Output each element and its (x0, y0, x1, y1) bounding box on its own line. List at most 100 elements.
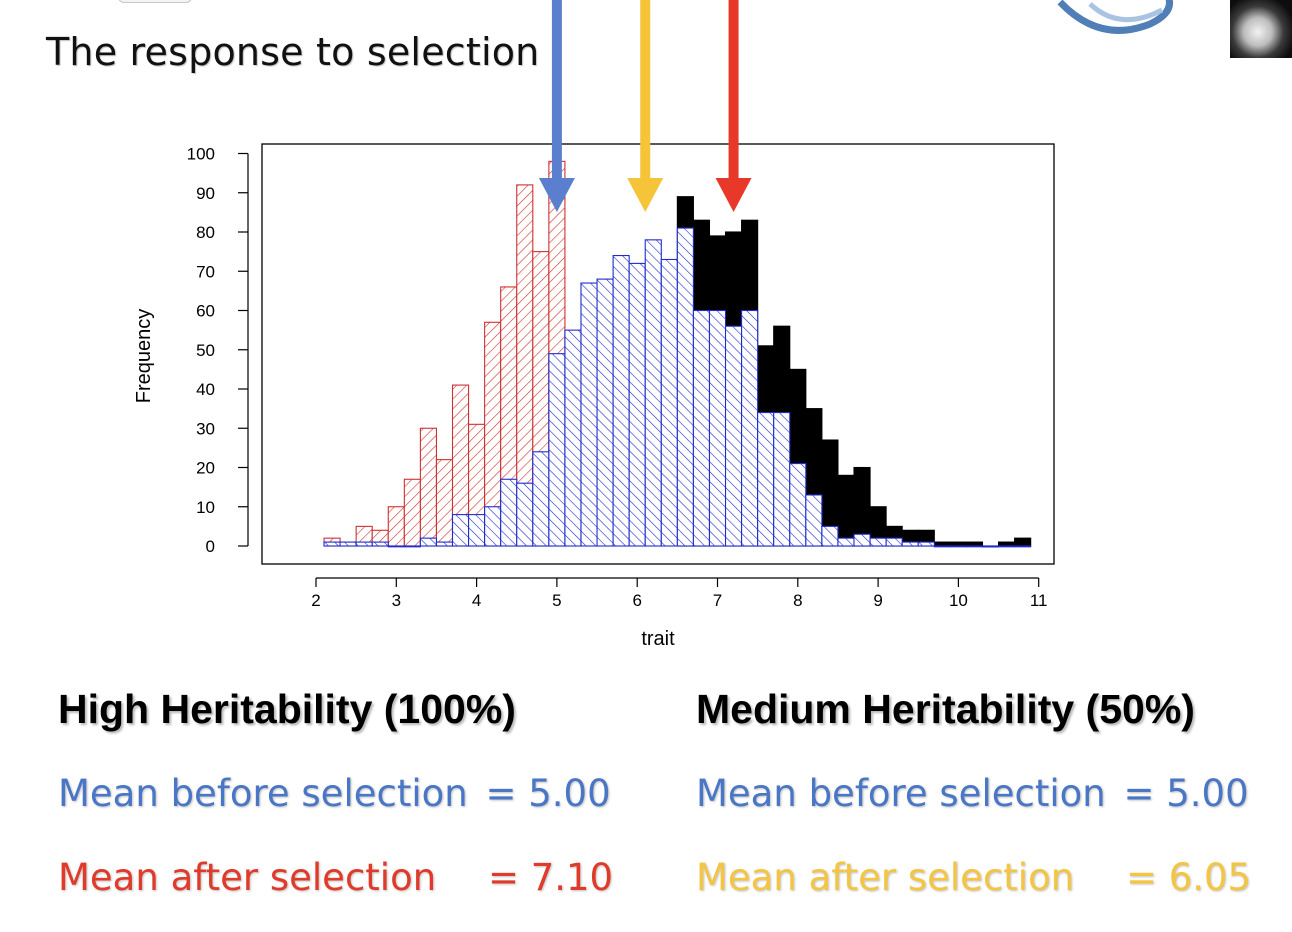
x-tick-label: 5 (552, 591, 561, 610)
x-tick-label: 8 (793, 591, 802, 610)
red-bar (419, 427, 438, 547)
blue-bar (853, 533, 871, 547)
x-tick-label: 6 (632, 591, 641, 610)
y-tick-label: 90 (196, 184, 215, 203)
black-bar (1014, 537, 1032, 547)
y-tick-label: 20 (196, 459, 215, 478)
medium-after-value: = 6.05 (1125, 856, 1252, 899)
blue-bar (965, 545, 984, 548)
x-tick-label: 11 (1030, 591, 1048, 610)
blue-bar (1014, 545, 1032, 548)
blue-bar (901, 541, 919, 547)
red-bar (403, 478, 421, 547)
blue-bar (757, 411, 775, 547)
blue-bar (773, 411, 791, 547)
blue-bar (500, 478, 518, 547)
medium-before-stat: Mean before selection = 5.00 (696, 772, 1249, 815)
blue-bar (387, 545, 405, 548)
blue-bar (339, 541, 357, 547)
y-tick-label: 50 (196, 341, 215, 360)
blue-bar (419, 537, 438, 547)
blue-bar (660, 258, 678, 547)
blue-bar (644, 239, 662, 547)
histogram-chart: 0 10 20 30 40 50 60 70 80 90 100 2 3 4 5 6 7 8 9 10 11 trait… (133, 0, 1055, 650)
blue-bar (933, 545, 951, 548)
y-tick-label: 40 (196, 380, 215, 399)
blue-bar (323, 541, 341, 547)
blue-bar (821, 525, 839, 547)
y-tick-label: 30 (196, 419, 215, 438)
blue-bar (403, 545, 421, 548)
blue-bar (981, 545, 1000, 548)
x-tick-label: 2 (311, 591, 320, 610)
y-axis-label: Frequency (133, 309, 155, 404)
y-tick-label: 10 (196, 498, 215, 517)
blue-histogram (323, 227, 1032, 548)
black-bar (965, 541, 984, 547)
plot-box (261, 143, 1055, 565)
y-tick-label: 0 (206, 537, 215, 556)
x-tick-label: 3 (392, 591, 401, 610)
blue-bar (692, 309, 711, 547)
red-bar (387, 506, 405, 547)
blue-bar (949, 545, 967, 548)
x-tick-label: 4 (472, 591, 481, 610)
high-after-value: = 7.10 (487, 856, 614, 899)
x-tick-label: 7 (713, 591, 722, 610)
high-before-stat: Mean before selection = 5.00 (58, 772, 611, 815)
red-bar (435, 459, 454, 547)
blue-bar (789, 463, 807, 547)
selection-arrow (715, 0, 752, 212)
blue-bar (516, 482, 534, 547)
high-panel: High Heritability (100%) (58, 686, 516, 733)
blue-bar (451, 514, 470, 547)
black-bar (997, 541, 1016, 547)
blue-bar (837, 537, 855, 547)
blue-bar (580, 282, 598, 547)
blue-bar (371, 541, 389, 547)
blue-bar (564, 329, 582, 547)
y-tick-label: 60 (196, 302, 215, 321)
medium-panel: Medium Heritability (50%) (696, 686, 1195, 733)
high-heading: High Heritability (100%) (58, 686, 516, 732)
slide-title: The response to selection (46, 30, 540, 74)
high-after-stat: Mean after selection = 7.10 (58, 856, 613, 899)
blue-bar (612, 255, 630, 547)
medium-before-value: = 5.00 (1123, 772, 1249, 815)
blue-bar (885, 537, 903, 547)
blue-bar (435, 541, 454, 547)
blue-bar (532, 451, 550, 547)
black-bar (837, 474, 855, 547)
high-before-value: = 5.00 (485, 772, 611, 815)
x-tick-label: 10 (949, 591, 968, 610)
x-axis-label: trait (641, 628, 675, 650)
blue-bar (355, 541, 373, 547)
photo-thumbnail (1230, 0, 1292, 58)
medium-before-label: Mean before selection (696, 772, 1106, 815)
blue-bar (805, 494, 823, 547)
blue-bar (628, 262, 646, 547)
blue-bar (708, 309, 727, 547)
selection-arrow (538, 0, 575, 212)
medium-after-stat: Mean after selection = 6.05 (696, 856, 1251, 899)
blue-bar (676, 227, 694, 547)
axes: 0 10 20 30 40 50 60 70 80 90 100 2 3 4 5 6 7 8 9 10 11 (187, 145, 1048, 611)
blue-bar (741, 309, 759, 547)
blue-bar (548, 353, 566, 547)
blue-bar (468, 514, 486, 547)
medium-heading: Medium Heritability (50%) (696, 686, 1195, 732)
y-tick-label: 80 (196, 223, 215, 242)
black-bar (933, 541, 951, 547)
selection-arrow (627, 0, 664, 212)
blue-bar (596, 278, 614, 547)
blue-bar (484, 506, 502, 547)
logo-icon (1057, 0, 1173, 34)
blue-bar (869, 537, 887, 547)
x-tick-label: 9 (873, 591, 882, 610)
black-bar (949, 541, 967, 547)
arrows (538, 0, 752, 212)
high-before-label: Mean before selection (58, 772, 468, 815)
blue-bar (997, 545, 1016, 548)
y-tick-label: 100 (187, 145, 215, 164)
medium-after-label: Mean after selection (696, 856, 1075, 899)
